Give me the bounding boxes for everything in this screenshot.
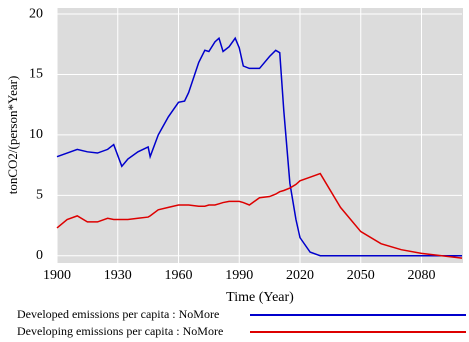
plot-area bbox=[57, 8, 463, 263]
series-line bbox=[56, 172, 463, 259]
y-tick-label: 0 bbox=[36, 248, 43, 263]
x-axis-label: Time (Year) bbox=[226, 290, 294, 305]
x-tick-label: 1960 bbox=[165, 268, 193, 283]
x-tick-label: 1930 bbox=[104, 268, 132, 283]
x-tick-label: 2050 bbox=[347, 268, 375, 283]
y-tick-label: 5 bbox=[36, 188, 43, 203]
legend-label: Developing emissions per capita : NoMore bbox=[17, 324, 223, 338]
legend-label: Developed emissions per capita : NoMore bbox=[17, 307, 219, 321]
y-axis-label: tonCO2/(person*Year) bbox=[5, 76, 20, 195]
x-tick-label: 2080 bbox=[408, 268, 436, 283]
x-tick-label: 1900 bbox=[43, 268, 71, 283]
y-tick-label: 20 bbox=[29, 6, 43, 21]
series-line bbox=[56, 36, 462, 257]
x-tick-label: 1990 bbox=[225, 268, 253, 283]
y-tick-label: 15 bbox=[29, 67, 43, 82]
x-tick-label: 2020 bbox=[286, 268, 314, 283]
y-tick-label: 10 bbox=[29, 127, 43, 142]
